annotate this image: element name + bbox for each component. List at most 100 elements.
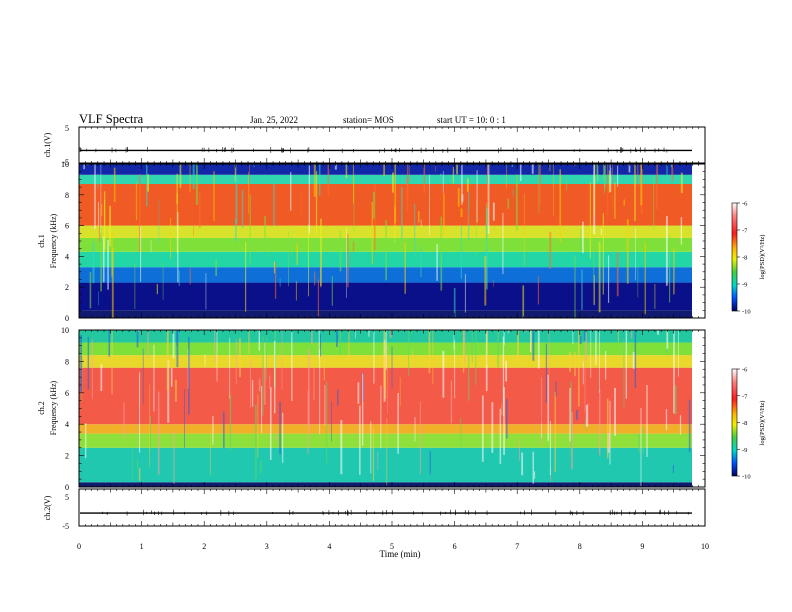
spectral-streak (515, 174, 518, 231)
spectral-streak (345, 164, 348, 178)
spectral-streak (688, 399, 691, 453)
spectral-streak (679, 415, 682, 435)
spectral-band (79, 424, 692, 434)
spectral-streak (440, 216, 443, 291)
spectral-streak (640, 408, 642, 487)
spectral-streak (549, 420, 551, 476)
spectral-streak (172, 330, 175, 359)
spectral-streak (502, 213, 504, 275)
spectral-streak (412, 350, 414, 366)
spectral-streak (377, 451, 379, 470)
spectral-streak (385, 219, 387, 281)
colorbar-tick-label: -8 (742, 255, 747, 262)
spectral-streak (352, 241, 355, 252)
figure-title: VLF Spectra (79, 112, 144, 126)
spectral-streak (162, 262, 164, 300)
ch1-spectrogram-ytick-labels: 0 2 4 6 8 10 (61, 160, 69, 323)
spectral-streak (255, 404, 257, 480)
spectral-streak (331, 402, 332, 442)
spectral-streak (512, 189, 514, 197)
spectral-streak (541, 377, 543, 446)
ch2-colorbar-label: log(PSD)(V²/Hz) (759, 401, 766, 446)
colorbar-tick-label: -9 (742, 447, 747, 454)
spectral-streak (157, 391, 160, 475)
spectral-streak (150, 240, 152, 253)
spectral-streak (420, 219, 422, 227)
spectral-streak (214, 330, 216, 363)
spectral-streak (173, 432, 175, 484)
spectral-streak (87, 336, 90, 390)
spectral-streak (486, 331, 488, 365)
spectral-streak (334, 164, 337, 170)
spectral-streak (593, 164, 596, 216)
spectral-streak (391, 346, 393, 389)
ch1-spectrogram-ylabel: ch.1 (37, 234, 46, 248)
spectral-streak (654, 283, 656, 309)
spectral-streak (257, 393, 259, 458)
spectral-streak (466, 178, 469, 192)
spectral-streak (339, 230, 342, 272)
spectral-streak (383, 330, 386, 389)
spectral-streak (485, 208, 488, 290)
spectral-streak (153, 344, 155, 412)
colorbar-tick-label: -6 (742, 201, 748, 208)
spectral-streak (100, 227, 102, 292)
freq-tick-label: 8 (65, 191, 69, 200)
spectral-streak (300, 192, 302, 218)
spectral-streak (282, 412, 284, 463)
spectral-streak (158, 199, 160, 245)
spectral-streak (475, 330, 477, 385)
spectral-band (79, 282, 692, 311)
spectral-streak (623, 199, 625, 206)
spectral-streak (229, 337, 231, 399)
spectral-streak (575, 410, 578, 420)
spectral-streak (188, 337, 190, 415)
spectral-streak (273, 341, 276, 414)
ch2-ytick-top: 5 (65, 493, 69, 502)
spectral-streak (593, 275, 595, 305)
spectral-band (79, 433, 692, 448)
spectral-streak (599, 330, 600, 393)
ch2-spectrogram-ticks (78, 329, 706, 488)
spectral-streak (156, 283, 159, 295)
spectral-streak (530, 330, 532, 354)
spectral-streak (460, 225, 462, 279)
spectral-streak (428, 330, 431, 374)
spectral-streak (179, 164, 182, 188)
colorbar-tick-label: -7 (742, 393, 748, 400)
spectral-streak (290, 236, 292, 256)
spectral-streak (234, 164, 237, 183)
colorbar-tick-label: -6 (742, 367, 748, 374)
spectral-streak (523, 193, 525, 266)
spectral-streak (392, 172, 394, 193)
ch2-colorbar-ticks: -6 -7 -8 -9 -10 (737, 367, 751, 481)
spectral-streak (147, 174, 150, 192)
spectral-streak (549, 164, 551, 172)
spectral-streak (347, 234, 349, 288)
colorbar-tick-label: -10 (742, 309, 751, 316)
time-axis-tick-labels: 0 1 2 3 4 5 6 7 8 9 10 (77, 542, 709, 551)
spectral-streak (176, 173, 178, 205)
spectral-streak (241, 189, 244, 229)
colorbar-tick-label: -7 (742, 228, 748, 235)
spectral-streak (608, 170, 611, 193)
freq-tick-label: 0 (65, 483, 69, 492)
spectral-streak (609, 400, 611, 465)
spectral-streak (177, 211, 179, 283)
spectral-streak (136, 459, 139, 469)
spectral-streak (497, 330, 499, 368)
spectral-streak (612, 164, 613, 210)
spectral-streak (314, 271, 316, 286)
spectral-streak (348, 330, 350, 361)
spectral-streak (545, 343, 547, 404)
spectral-streak (357, 382, 360, 404)
spectral-streak (269, 375, 271, 388)
spectral-streak (372, 427, 375, 482)
spectral-streak (587, 403, 589, 427)
spectral-streak (673, 248, 675, 295)
spectral-streak (100, 164, 102, 234)
spectral-streak (674, 385, 677, 415)
spectral-streak (644, 241, 646, 315)
spectral-streak (340, 419, 343, 475)
spectral-streak (598, 389, 601, 456)
